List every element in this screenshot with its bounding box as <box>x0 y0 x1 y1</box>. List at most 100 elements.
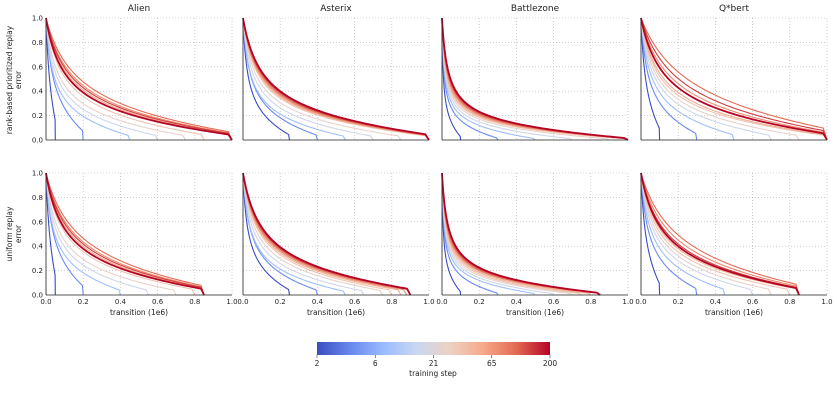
x-tick-label: 0.0 <box>436 298 447 306</box>
series-line <box>242 172 383 296</box>
x-tick-label: 1.0 <box>821 298 832 306</box>
row-label-top-line1: rank-based prioritized replay <box>5 25 14 134</box>
series-line <box>45 17 233 141</box>
y-tick-label: 0.4 <box>32 88 44 96</box>
series-line <box>242 172 346 296</box>
series-line <box>242 17 346 141</box>
series-line <box>640 17 828 141</box>
series-line <box>441 17 573 141</box>
series-line <box>441 172 462 296</box>
x-tick-label: 0.8 <box>585 298 596 306</box>
series-line <box>640 17 772 141</box>
series-line <box>242 17 402 141</box>
series-line <box>640 17 698 141</box>
series-line <box>242 17 291 141</box>
subplot-prioritized-3: Q*bert <box>640 4 828 141</box>
y-tick-label: 0.6 <box>32 218 44 226</box>
series-line <box>640 172 800 296</box>
series-line <box>640 172 800 296</box>
series-line <box>640 17 800 141</box>
series-line <box>441 17 629 141</box>
x-tick-label: 1.0 <box>226 298 237 306</box>
series-line <box>441 172 601 296</box>
x-tick-label: 0.2 <box>78 298 89 306</box>
y-tick-label: 0.0 <box>32 137 43 145</box>
series-line <box>441 172 601 296</box>
series-line <box>45 172 177 296</box>
series-line <box>45 172 205 296</box>
series-line <box>640 17 828 141</box>
y-tick-label: 0.2 <box>32 112 43 120</box>
row-label-bottom: uniform replay error <box>5 206 23 261</box>
subplot-uniform-3: 0.0 0.2 0.4 0.6 0.8 1.0 transition (1e6) <box>635 172 833 317</box>
series-line <box>45 17 233 141</box>
series-line <box>441 17 499 141</box>
series-line <box>640 17 828 141</box>
series-line <box>441 172 582 296</box>
series-line <box>242 172 411 296</box>
subplot-prioritized-0: 0.0 0.2 0.4 0.6 0.8 1.0 Alien <box>32 4 233 145</box>
series-line <box>640 17 828 141</box>
panel-title: Asterix <box>320 4 352 14</box>
series-line <box>242 172 393 296</box>
series-line <box>640 17 828 141</box>
y-tick-label: 1.0 <box>32 15 43 23</box>
subplot-prioritized-1: Asterix <box>242 4 430 141</box>
row-label-bottom-line2: error <box>14 224 23 243</box>
series-line <box>640 172 754 296</box>
x-axis-label: transition (1e6) <box>705 308 763 317</box>
series-line <box>441 172 592 296</box>
colorbar-ticks: 2 6 21 65 200 <box>315 355 557 368</box>
x-tick-label: 0.4 <box>710 298 722 306</box>
series-line <box>640 172 726 296</box>
x-tick-label: 0.0 <box>635 298 646 306</box>
row-label-top-line2: error <box>14 70 23 89</box>
series-line <box>45 172 205 296</box>
colorbar-tick-label: 6 <box>373 359 378 368</box>
x-tick-label: 0.6 <box>747 298 759 306</box>
subplot-uniform-0: 0.0 0.2 0.4 0.6 0.8 1.0 0.0 0.2 0.4 0.6 0.8 1.0 tran… <box>32 170 238 318</box>
x-tick-label: 0.2 <box>673 298 684 306</box>
x-tick-label: 1.0 <box>423 298 434 306</box>
x-axis-label: transition (1e6) <box>506 308 564 317</box>
colorbar-tick-label: 65 <box>487 359 497 368</box>
y-tick-label: 0.8 <box>32 194 43 202</box>
series-line <box>45 172 149 296</box>
series-line <box>640 172 698 296</box>
series-line <box>640 17 735 141</box>
series-line <box>441 17 462 141</box>
series-line <box>242 17 430 141</box>
x-tick-label: 0.0 <box>237 298 248 306</box>
x-tick-label: 0.6 <box>152 298 164 306</box>
series-line <box>242 172 365 296</box>
series-line <box>441 172 573 296</box>
series-line <box>45 172 196 296</box>
subplot-uniform-2: 0.0 0.2 0.4 0.6 0.8 1.0 transition (1e6) <box>436 172 634 317</box>
panel-title: Alien <box>128 4 150 14</box>
x-tick-label: 0.8 <box>386 298 397 306</box>
series-line <box>45 172 205 296</box>
subplot-grid: 0.0 0.2 0.4 0.6 0.8 1.0 Alien Asterix Battlezone… <box>32 4 833 317</box>
series-line <box>441 172 554 296</box>
series-line <box>441 172 601 296</box>
series-line <box>640 172 772 296</box>
x-tick-label: 0.4 <box>115 298 127 306</box>
x-tick-label: 0.6 <box>548 298 560 306</box>
series-line <box>45 172 121 296</box>
series-line <box>640 172 791 296</box>
panel-title: Q*bert <box>719 4 750 14</box>
series-line <box>441 17 610 141</box>
series-line <box>441 172 536 296</box>
series-line <box>45 17 159 141</box>
series-line <box>242 172 402 296</box>
y-tick-label: 0.8 <box>32 39 43 47</box>
x-tick-label: 0.2 <box>474 298 485 306</box>
series-line <box>45 17 205 141</box>
series-line <box>242 172 411 296</box>
y-tick-label: 0.6 <box>32 63 44 71</box>
y-tick-label: 1.0 <box>32 170 43 178</box>
row-label-bottom-line1: uniform replay <box>5 206 14 261</box>
series-line <box>441 172 601 296</box>
x-axis-label: transition (1e6) <box>307 308 365 317</box>
series-line <box>441 172 499 296</box>
